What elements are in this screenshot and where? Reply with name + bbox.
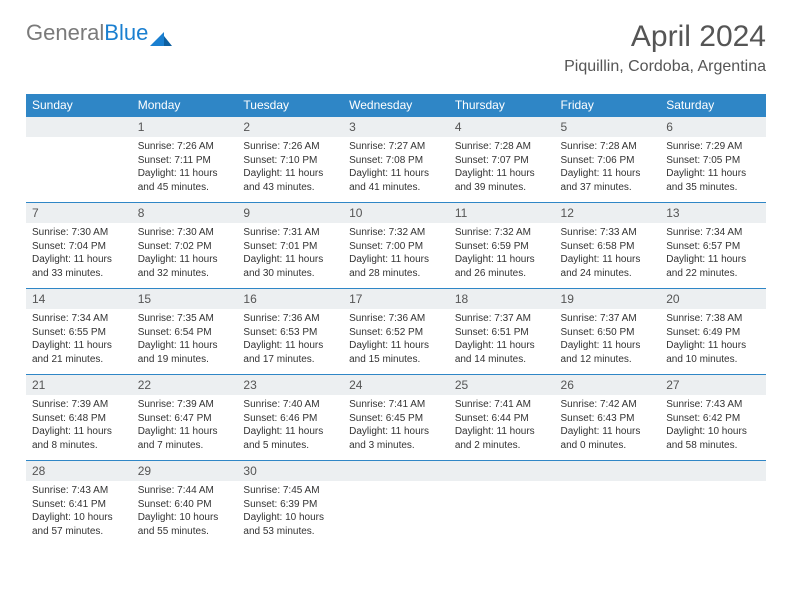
- day-number: 2: [237, 117, 343, 138]
- day-number: 16: [237, 289, 343, 310]
- day-cell: [660, 481, 766, 546]
- day-number: 10: [343, 203, 449, 224]
- day-number: 27: [660, 375, 766, 396]
- day-cell: [555, 481, 661, 546]
- day-cell: Sunrise: 7:29 AMSunset: 7:05 PMDaylight:…: [660, 137, 766, 203]
- day-data-row: Sunrise: 7:43 AMSunset: 6:41 PMDaylight:…: [26, 481, 766, 546]
- day-cell: Sunrise: 7:37 AMSunset: 6:51 PMDaylight:…: [449, 309, 555, 375]
- day-cell: Sunrise: 7:41 AMSunset: 6:45 PMDaylight:…: [343, 395, 449, 461]
- day-number: 9: [237, 203, 343, 224]
- weekday-header: Friday: [555, 94, 661, 117]
- day-cell: Sunrise: 7:35 AMSunset: 6:54 PMDaylight:…: [132, 309, 238, 375]
- location-subtitle: Piquillin, Cordoba, Argentina: [564, 58, 766, 76]
- day-number: 13: [660, 203, 766, 224]
- day-number: [343, 461, 449, 482]
- day-number: 30: [237, 461, 343, 482]
- day-cell: Sunrise: 7:32 AMSunset: 6:59 PMDaylight:…: [449, 223, 555, 289]
- day-number: 15: [132, 289, 238, 310]
- day-cell: Sunrise: 7:39 AMSunset: 6:48 PMDaylight:…: [26, 395, 132, 461]
- day-cell: Sunrise: 7:43 AMSunset: 6:41 PMDaylight:…: [26, 481, 132, 546]
- calendar-table: Sunday Monday Tuesday Wednesday Thursday…: [26, 94, 766, 546]
- weekday-header: Thursday: [449, 94, 555, 117]
- day-number: [26, 117, 132, 138]
- day-cell: Sunrise: 7:36 AMSunset: 6:52 PMDaylight:…: [343, 309, 449, 375]
- day-number: [660, 461, 766, 482]
- day-number: 29: [132, 461, 238, 482]
- day-number: 1: [132, 117, 238, 138]
- day-number: 14: [26, 289, 132, 310]
- day-number-row: 123456: [26, 117, 766, 138]
- day-number: 26: [555, 375, 661, 396]
- day-cell: Sunrise: 7:32 AMSunset: 7:00 PMDaylight:…: [343, 223, 449, 289]
- day-cell: Sunrise: 7:38 AMSunset: 6:49 PMDaylight:…: [660, 309, 766, 375]
- day-cell: Sunrise: 7:27 AMSunset: 7:08 PMDaylight:…: [343, 137, 449, 203]
- day-number-row: 14151617181920: [26, 289, 766, 310]
- day-cell: Sunrise: 7:30 AMSunset: 7:02 PMDaylight:…: [132, 223, 238, 289]
- day-cell: Sunrise: 7:28 AMSunset: 7:06 PMDaylight:…: [555, 137, 661, 203]
- day-data-row: Sunrise: 7:39 AMSunset: 6:48 PMDaylight:…: [26, 395, 766, 461]
- day-cell: [343, 481, 449, 546]
- weekday-header: Saturday: [660, 94, 766, 117]
- day-cell: Sunrise: 7:33 AMSunset: 6:58 PMDaylight:…: [555, 223, 661, 289]
- day-number: 7: [26, 203, 132, 224]
- weekday-header: Tuesday: [237, 94, 343, 117]
- day-data-row: Sunrise: 7:34 AMSunset: 6:55 PMDaylight:…: [26, 309, 766, 375]
- day-cell: Sunrise: 7:44 AMSunset: 6:40 PMDaylight:…: [132, 481, 238, 546]
- day-cell: [449, 481, 555, 546]
- day-number-row: 282930: [26, 461, 766, 482]
- day-number: 8: [132, 203, 238, 224]
- day-cell: Sunrise: 7:45 AMSunset: 6:39 PMDaylight:…: [237, 481, 343, 546]
- day-cell: Sunrise: 7:34 AMSunset: 6:55 PMDaylight:…: [26, 309, 132, 375]
- logo-triangle-icon: [150, 26, 172, 40]
- weekday-header-row: Sunday Monday Tuesday Wednesday Thursday…: [26, 94, 766, 117]
- brand-part1: General: [26, 20, 104, 46]
- day-cell: Sunrise: 7:37 AMSunset: 6:50 PMDaylight:…: [555, 309, 661, 375]
- day-cell: Sunrise: 7:31 AMSunset: 7:01 PMDaylight:…: [237, 223, 343, 289]
- day-cell: Sunrise: 7:26 AMSunset: 7:10 PMDaylight:…: [237, 137, 343, 203]
- day-data-row: Sunrise: 7:26 AMSunset: 7:11 PMDaylight:…: [26, 137, 766, 203]
- weekday-header: Sunday: [26, 94, 132, 117]
- day-cell: Sunrise: 7:39 AMSunset: 6:47 PMDaylight:…: [132, 395, 238, 461]
- day-number-row: 78910111213: [26, 203, 766, 224]
- day-number: 28: [26, 461, 132, 482]
- day-cell: Sunrise: 7:42 AMSunset: 6:43 PMDaylight:…: [555, 395, 661, 461]
- day-cell: Sunrise: 7:26 AMSunset: 7:11 PMDaylight:…: [132, 137, 238, 203]
- day-data-row: Sunrise: 7:30 AMSunset: 7:04 PMDaylight:…: [26, 223, 766, 289]
- brand-part2: Blue: [104, 20, 148, 46]
- day-number: 21: [26, 375, 132, 396]
- day-number: 17: [343, 289, 449, 310]
- day-number: 24: [343, 375, 449, 396]
- weekday-header: Wednesday: [343, 94, 449, 117]
- title-block: April 2024 Piquillin, Cordoba, Argentina: [564, 20, 766, 76]
- day-cell: Sunrise: 7:30 AMSunset: 7:04 PMDaylight:…: [26, 223, 132, 289]
- day-number-row: 21222324252627: [26, 375, 766, 396]
- day-cell: Sunrise: 7:40 AMSunset: 6:46 PMDaylight:…: [237, 395, 343, 461]
- day-number: 11: [449, 203, 555, 224]
- day-number: 18: [449, 289, 555, 310]
- day-number: 23: [237, 375, 343, 396]
- day-number: 25: [449, 375, 555, 396]
- day-cell: Sunrise: 7:28 AMSunset: 7:07 PMDaylight:…: [449, 137, 555, 203]
- day-cell: [26, 137, 132, 203]
- calendar-body: 123456Sunrise: 7:26 AMSunset: 7:11 PMDay…: [26, 117, 766, 547]
- header: GeneralBlue April 2024 Piquillin, Cordob…: [26, 20, 766, 76]
- day-cell: Sunrise: 7:41 AMSunset: 6:44 PMDaylight:…: [449, 395, 555, 461]
- brand-logo: GeneralBlue: [26, 20, 172, 46]
- day-cell: Sunrise: 7:34 AMSunset: 6:57 PMDaylight:…: [660, 223, 766, 289]
- day-cell: Sunrise: 7:43 AMSunset: 6:42 PMDaylight:…: [660, 395, 766, 461]
- day-cell: Sunrise: 7:36 AMSunset: 6:53 PMDaylight:…: [237, 309, 343, 375]
- day-number: 6: [660, 117, 766, 138]
- day-number: [449, 461, 555, 482]
- day-number: 12: [555, 203, 661, 224]
- day-number: 3: [343, 117, 449, 138]
- weekday-header: Monday: [132, 94, 238, 117]
- month-title: April 2024: [564, 20, 766, 54]
- day-number: 4: [449, 117, 555, 138]
- day-number: 19: [555, 289, 661, 310]
- day-number: 20: [660, 289, 766, 310]
- day-number: 5: [555, 117, 661, 138]
- day-number: [555, 461, 661, 482]
- day-number: 22: [132, 375, 238, 396]
